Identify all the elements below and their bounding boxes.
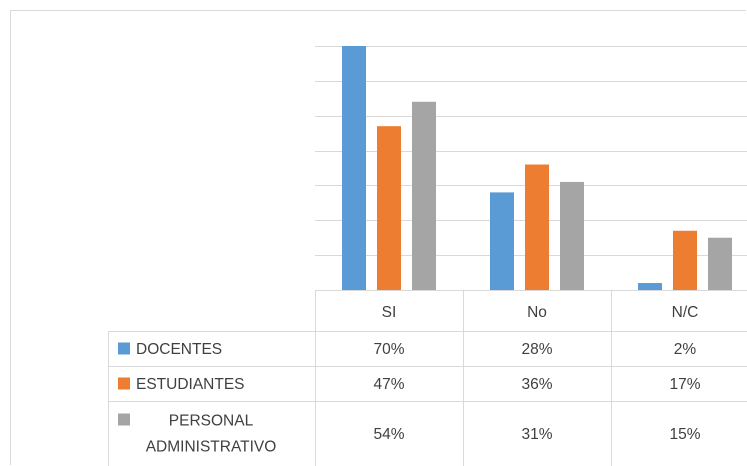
legend-label: DOCENTES [136, 341, 222, 358]
bar-personal-administrativo-nc [708, 237, 732, 290]
data-value-label: 36% [521, 376, 552, 393]
bar-docentes-si [342, 46, 366, 290]
bar-estudiantes-no [525, 164, 549, 290]
legend-label: PERSONAL [169, 413, 254, 430]
category-label: SI [382, 304, 397, 321]
bar-docentes-nc [638, 283, 662, 290]
legend-label: ADMINISTRATIVO [146, 439, 277, 456]
data-value-label: 70% [373, 341, 404, 358]
legend-key [118, 377, 130, 390]
data-value-label: 15% [669, 426, 700, 443]
data-value-label: 31% [521, 426, 552, 443]
legend-label: ESTUDIANTES [136, 376, 245, 393]
bar-docentes-no [490, 192, 514, 290]
bar-estudiantes-si [377, 126, 401, 291]
chart-frame [10, 10, 746, 465]
data-value-label: 28% [521, 341, 552, 358]
bar-personal-administrativo-no [560, 181, 584, 290]
bar-personal-administrativo-si [412, 101, 436, 291]
category-label: N/C [672, 304, 699, 321]
data-value-label: 17% [669, 376, 700, 393]
data-value-label: 47% [373, 376, 404, 393]
category-label: No [527, 304, 547, 321]
bar-estudiantes-nc [673, 230, 697, 290]
legend-key [118, 342, 130, 355]
legend-key [118, 413, 130, 426]
data-value-label: 54% [373, 426, 404, 443]
data-value-label: 2% [674, 341, 697, 358]
